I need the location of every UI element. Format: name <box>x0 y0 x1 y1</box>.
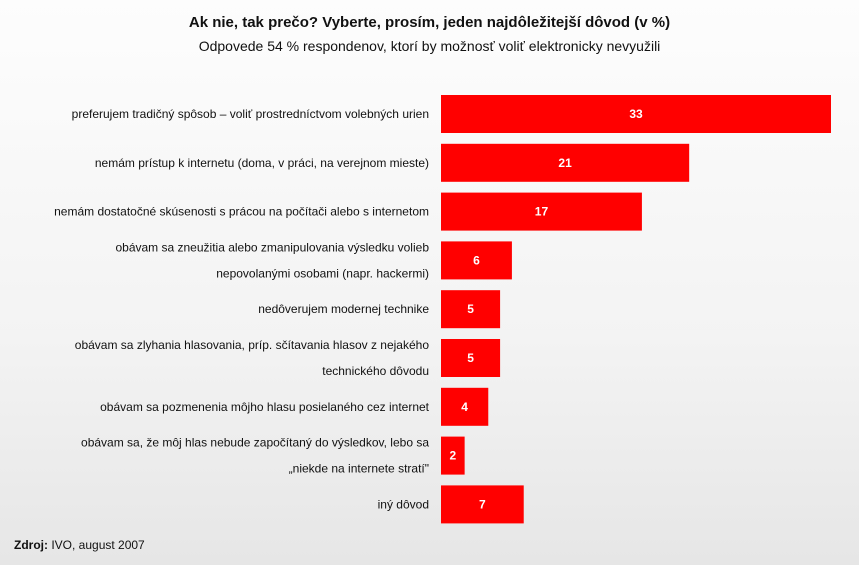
value-label-1: 33 <box>629 107 643 121</box>
source-label: Zdroj: <box>14 538 48 552</box>
category-label-4: obávam sa zneužitia alebo zmanipulovania… <box>115 240 429 280</box>
category-label-6: obávam sa zlyhania hlasovania, príp. sčí… <box>75 338 430 378</box>
chart-title: Ak nie, tak prečo? Vyberte, prosím, jede… <box>188 14 671 31</box>
category-label-7: obávam sa pozmenenia môjho hlasu posiela… <box>100 400 430 414</box>
category-label-8: obávam sa, že môj hlas nebude započítaný… <box>81 436 429 476</box>
bar-6 <box>441 339 501 377</box>
chart-subtitle: Odpovede 54 % respondenov, ktorí by možn… <box>198 38 661 54</box>
bar-9 <box>441 485 524 524</box>
bar-8 <box>441 436 465 475</box>
bar-3 <box>441 192 642 231</box>
category-label-3: nemám dostatočné skúsenosti s prácou na … <box>54 205 429 219</box>
bar-5 <box>441 290 501 329</box>
value-label-4: 6 <box>473 253 480 267</box>
category-label-2: nemám prístup k internetu (doma, v práci… <box>95 156 429 170</box>
value-label-3: 17 <box>535 205 549 219</box>
bar-7 <box>441 387 489 426</box>
value-label-8: 2 <box>449 449 456 463</box>
value-label-7: 4 <box>461 400 468 414</box>
value-label-5: 5 <box>467 302 474 316</box>
category-label-5: nedôverujem modernej technike <box>258 302 429 316</box>
bar-4 <box>441 241 512 280</box>
source-text: IVO, august 2007 <box>48 538 145 552</box>
value-label-2: 21 <box>558 156 572 170</box>
source-note: Zdroj: IVO, august 2007 <box>14 538 145 552</box>
category-label-9: iný dôvod <box>378 497 429 511</box>
value-label-9: 7 <box>479 497 486 511</box>
bar-2 <box>441 143 690 182</box>
category-label-1: preferujem tradičný spôsob – voliť prost… <box>72 107 429 121</box>
value-label-6: 5 <box>467 351 474 365</box>
bar-1 <box>441 95 831 133</box>
